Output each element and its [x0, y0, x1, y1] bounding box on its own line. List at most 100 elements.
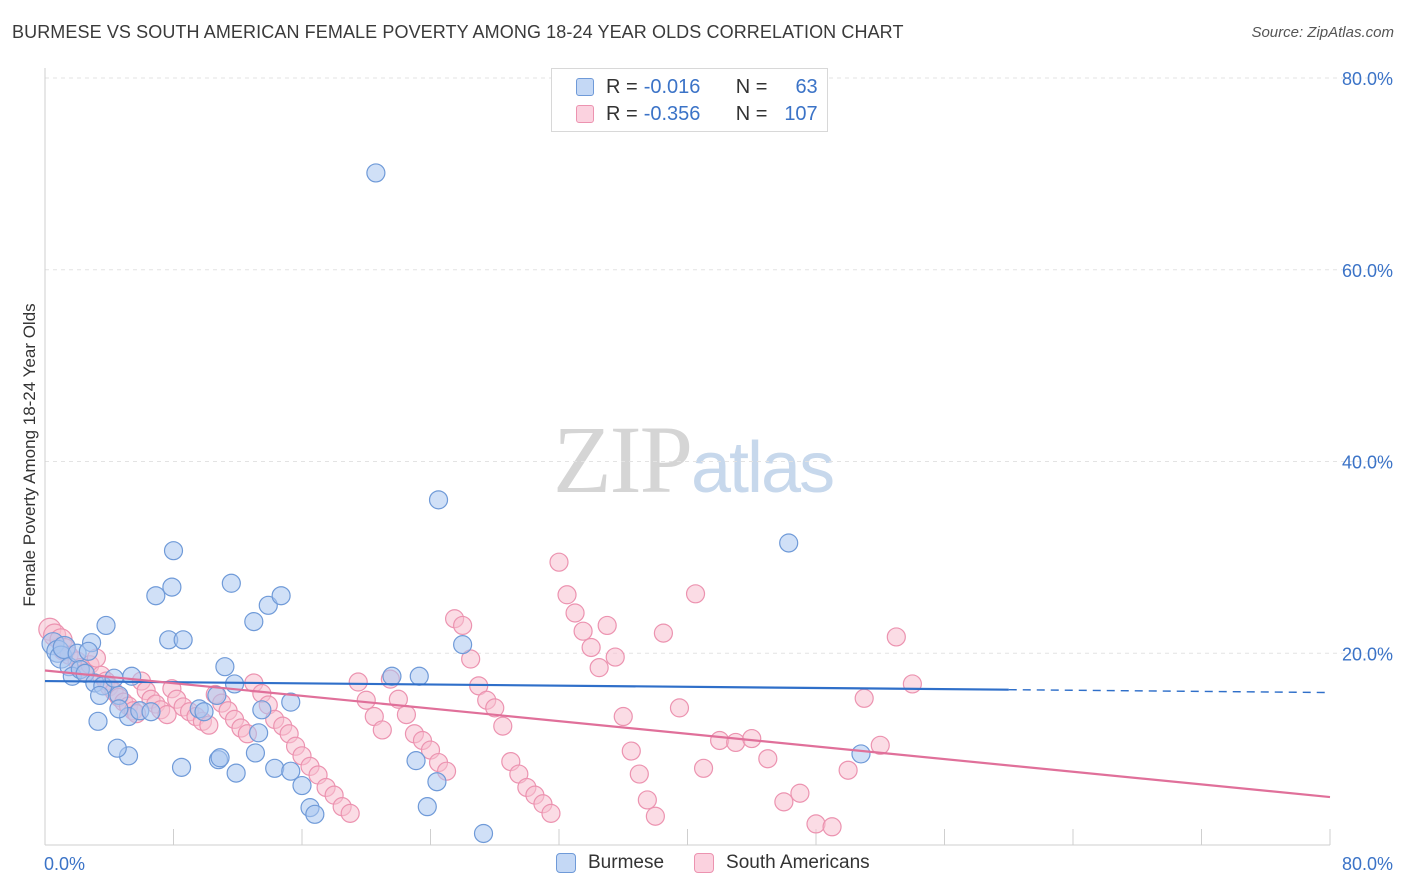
n-label: N = [735, 75, 768, 98]
burmese-point [96, 615, 116, 636]
burmese-point [107, 738, 127, 758]
burmese-point [244, 612, 264, 632]
burmese-point [194, 702, 214, 722]
south-americans-point [597, 615, 617, 636]
x-tick-label: 80.0% [1342, 854, 1393, 874]
burmese-point [779, 533, 799, 553]
burmese-point [210, 748, 230, 768]
n-value: 107 [784, 102, 818, 125]
r-label: R = [606, 75, 638, 98]
legend-item-burmese: Burmese [556, 852, 664, 874]
south-americans-point [806, 814, 826, 834]
south-americans-point [573, 621, 593, 641]
burmese-point [173, 630, 193, 650]
south-americans-point [669, 698, 690, 718]
r-value: -0.016 [643, 75, 701, 98]
burmese-point [406, 751, 426, 771]
burmese-point [281, 761, 301, 781]
y-tick-label: 20.0% [1342, 644, 1393, 664]
south-americans-point [157, 705, 177, 725]
y-tick-label: 60.0% [1342, 261, 1393, 281]
burmese-point [382, 666, 402, 686]
south-americans-point [557, 585, 577, 605]
south-americans-point [653, 623, 674, 643]
south-americans-point [348, 672, 368, 692]
burmese-point [221, 573, 241, 593]
south-americans-point [621, 741, 641, 761]
burmese-point [305, 804, 325, 824]
south-americans-point [589, 658, 609, 678]
south-americans-point [645, 806, 665, 826]
burmese-point [88, 711, 108, 731]
south-americans-point [637, 790, 657, 810]
watermark-atlas: atlas [691, 428, 835, 508]
burmese-swatch [576, 78, 594, 96]
burmese-point [366, 163, 386, 183]
legend-row-burmese: R = -0.016 N = 63 [576, 75, 818, 99]
burmese-point [292, 775, 312, 796]
south-americans-point [372, 720, 392, 740]
burmese-point [271, 586, 291, 606]
burmese-point [428, 490, 449, 510]
south-americans-trend-line [44, 669, 1331, 799]
burmese-point [258, 595, 278, 615]
burmese-trend-line [44, 679, 1009, 691]
south-americans-point [710, 730, 730, 751]
legend-row-south-americans: R = -0.356 N = 107 [576, 102, 818, 126]
south-americans-point [685, 584, 706, 604]
south-americans-point [581, 637, 601, 658]
burmese-point [90, 685, 110, 706]
burmese-point [453, 635, 473, 655]
south-americans-point [565, 603, 585, 623]
burmese-point [171, 757, 192, 777]
south-americans-point [340, 803, 360, 823]
south-americans-legend-swatch [694, 853, 715, 873]
burmese-point [851, 744, 871, 764]
burmese-point [78, 641, 98, 661]
burmese-point [162, 577, 182, 597]
south-americans-point [838, 760, 858, 780]
y-tick-label: 80.0% [1342, 69, 1393, 89]
burmese-point [141, 702, 161, 722]
source-note: Source: ZipAtlas.com [1251, 24, 1394, 41]
chart-title: BURMESE VS SOUTH AMERICAN FEMALE POVERTY… [12, 22, 904, 42]
correlation-legend: R = -0.016 N = 63 R = -0.356 N = 107 [551, 68, 828, 132]
r-value: -0.356 [643, 102, 701, 125]
burmese-point [427, 772, 447, 792]
legend-label-south-americans: South Americans [726, 852, 870, 873]
legend-label-burmese: Burmese [588, 852, 665, 873]
legend-item-south-americans: South Americans [694, 852, 870, 874]
burmese-legend-swatch [556, 853, 576, 873]
south-americans-point [790, 783, 810, 803]
south-americans-point [605, 647, 625, 667]
south-americans-point [541, 803, 561, 823]
watermark-zip: ZIP [553, 406, 693, 513]
south-americans-point [549, 552, 569, 572]
south-americans-point [356, 690, 376, 710]
burmese-point [417, 797, 437, 817]
burmese-point [146, 586, 166, 606]
south-americans-swatch [576, 105, 594, 123]
burmese-point [473, 823, 494, 844]
y-tick-label: 40.0% [1342, 453, 1393, 473]
south-americans-point [461, 649, 481, 669]
burmese-point [226, 763, 246, 783]
y-axis-label: Female Poverty Among 18-24 Year Olds [20, 303, 39, 607]
burmese-point [409, 666, 429, 686]
burmese-point [281, 692, 301, 712]
south-americans-point [902, 674, 922, 694]
burmese-point [245, 743, 266, 763]
south-americans-point [493, 716, 513, 736]
south-americans-point [629, 764, 649, 784]
burmese-point [109, 699, 129, 719]
r-label: R = [606, 102, 638, 125]
n-value: 63 [795, 75, 818, 98]
n-label: N = [735, 102, 768, 125]
x-tick-label: 0.0% [44, 854, 85, 874]
burmese-point [265, 758, 285, 778]
burmese-point [163, 541, 184, 561]
south-americans-point [396, 705, 417, 725]
watermark: ZIPatlas [553, 404, 835, 515]
south-americans-point [726, 732, 746, 753]
